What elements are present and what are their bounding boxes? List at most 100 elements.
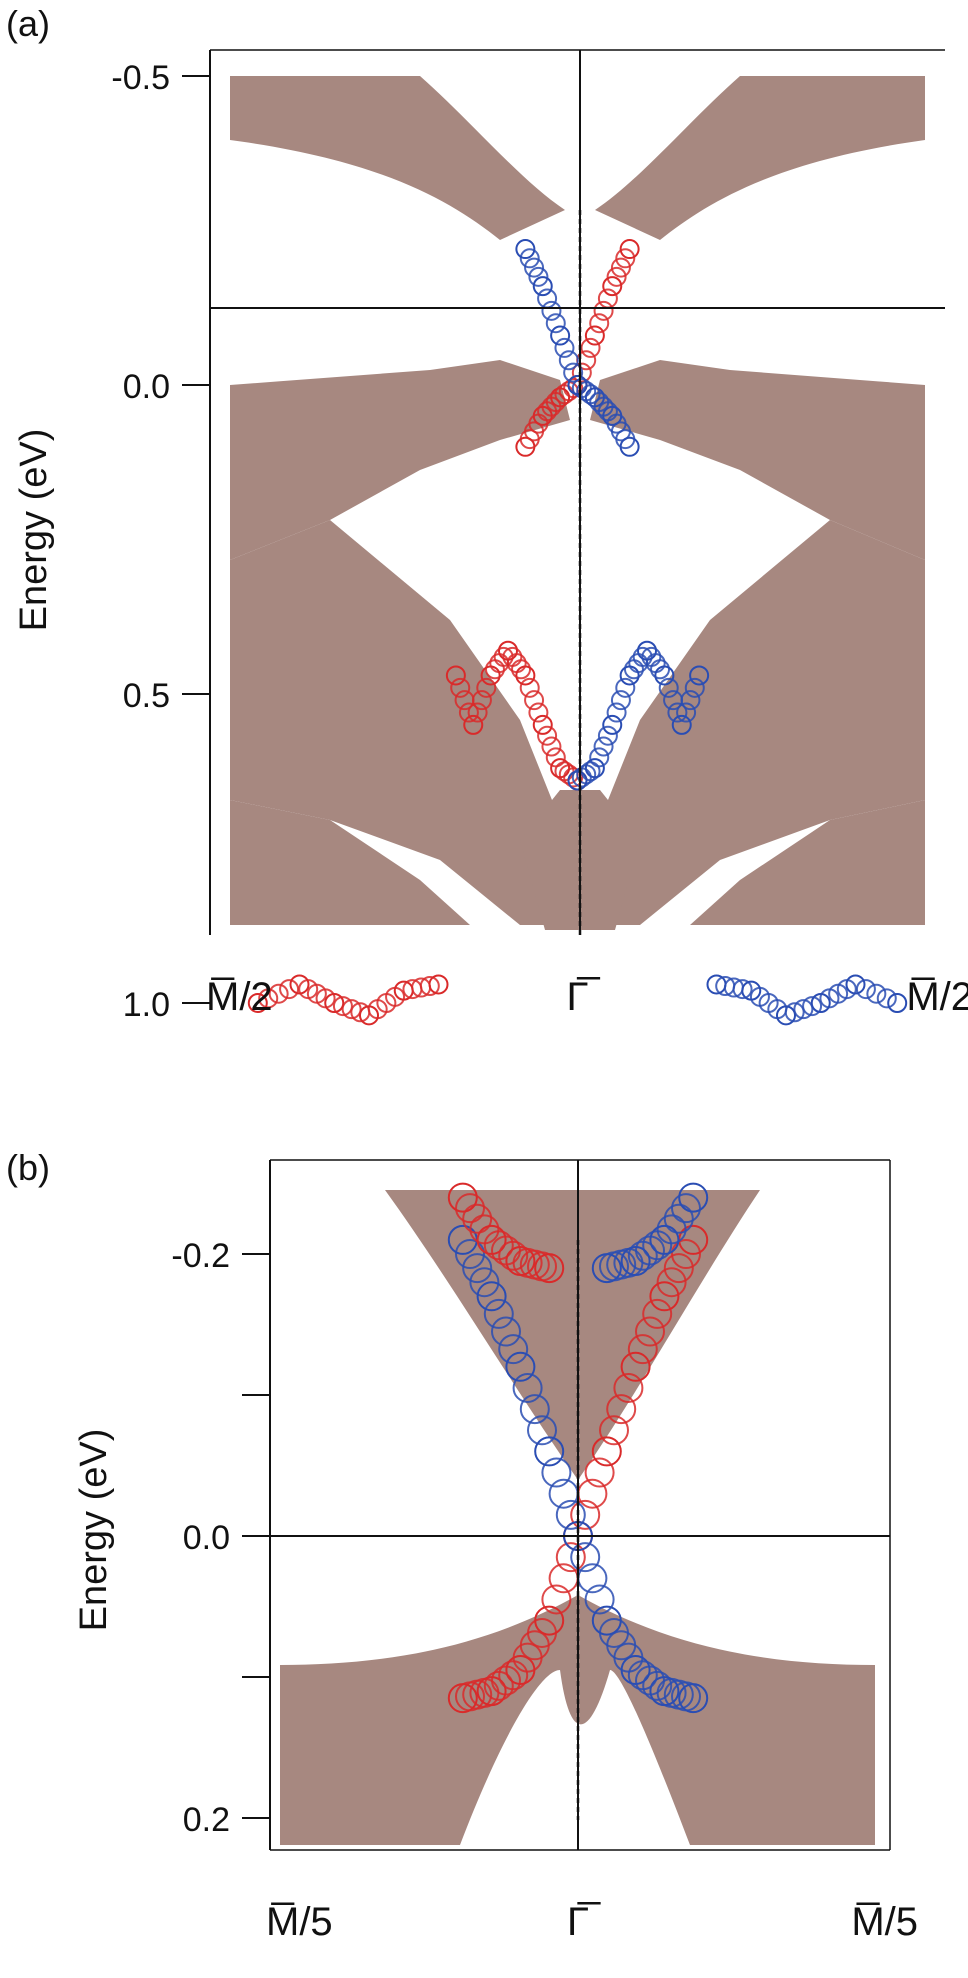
- spin-band-point: [541, 736, 562, 757]
- spin-band-point: [620, 1351, 651, 1382]
- spin-band-point: [599, 1415, 629, 1446]
- y-tick-label: 0.0: [183, 1519, 230, 1557]
- spin-band-point: [519, 248, 540, 269]
- spin-band-point: [483, 1298, 514, 1329]
- spin-band-point: [570, 1499, 601, 1530]
- spin-band-point: [667, 702, 688, 723]
- band-a-deep-right: [690, 800, 925, 925]
- panel-b-spin-bands: [447, 1182, 709, 1714]
- band-a-lower-right: [585, 520, 925, 925]
- spin-band-point: [476, 677, 497, 698]
- spin-band-point: [447, 1182, 478, 1213]
- spin-band-point: [512, 1372, 543, 1403]
- spin-band-point: [602, 714, 623, 735]
- band-a-lower-left: [230, 520, 575, 925]
- spin-band-point: [469, 1267, 500, 1298]
- spin-band-point: [570, 1542, 601, 1573]
- panel-b-axes: [269, 1159, 891, 1851]
- spin-band-point: [732, 979, 753, 1000]
- band-a-valence-right: [590, 360, 925, 560]
- spin-band-point: [428, 974, 449, 995]
- spin-band-point: [341, 999, 362, 1020]
- spin-band-point: [537, 725, 558, 746]
- spin-band-point: [793, 999, 814, 1020]
- spin-band-point: [887, 993, 908, 1013]
- spin-band-point: [524, 690, 545, 711]
- spin-band-point: [463, 714, 484, 735]
- panel-b-y-ticks: -0.2 0.0 0.2: [171, 1237, 270, 1839]
- spin-band-point: [676, 702, 697, 723]
- spin-band-point: [584, 758, 605, 779]
- spin-band-point: [658, 677, 679, 698]
- spin-band-point: [519, 677, 540, 698]
- spin-band-point: [445, 665, 466, 686]
- spin-band-point: [606, 266, 627, 287]
- panel-a-y-label: Energy (eV): [13, 429, 55, 632]
- spin-band-point: [534, 1605, 565, 1636]
- spin-band-point: [515, 239, 536, 260]
- spin-band-point: [632, 646, 653, 667]
- spin-band-point: [855, 979, 876, 1000]
- spin-band-point: [545, 747, 566, 768]
- spin-band-point: [649, 1281, 680, 1312]
- x-tick-label: M̅/5: [266, 1900, 333, 1944]
- spin-band-point: [580, 337, 601, 358]
- spin-band-point: [550, 325, 571, 346]
- spin-band-point: [671, 1239, 701, 1269]
- spin-band-point: [684, 677, 705, 698]
- spin-band-point: [678, 1683, 709, 1714]
- spin-band-point: [498, 1240, 529, 1271]
- spin-band-point: [484, 659, 505, 680]
- spin-band-point: [642, 1670, 673, 1701]
- panel-a-spin-bands: [247, 239, 908, 1026]
- spin-band-point: [602, 276, 623, 297]
- spin-band-point: [511, 659, 532, 680]
- spin-band-point: [541, 1457, 572, 1488]
- band-a-upper-right: [595, 76, 925, 240]
- spin-band-point: [555, 1499, 586, 1530]
- spin-band-point: [776, 1005, 796, 1026]
- spin-band-point: [584, 325, 605, 346]
- spin-band-point: [324, 993, 345, 1013]
- spin-band-point: [623, 659, 644, 680]
- spin-band-point: [534, 1253, 565, 1284]
- spin-band-point: [845, 974, 866, 995]
- spin-band-point: [450, 677, 471, 698]
- spin-band-point: [505, 1351, 536, 1382]
- spin-band-point: [876, 988, 897, 1009]
- spin-band-point: [563, 378, 584, 399]
- band-b-cone: [385, 1190, 760, 1480]
- spin-band-point: [532, 714, 553, 735]
- x-tick-label: M̅/2: [906, 975, 968, 1019]
- spin-band-point: [680, 690, 701, 711]
- spin-band-point: [537, 288, 558, 309]
- spin-band-point: [247, 993, 268, 1013]
- x-tick-label: M̅/2: [206, 975, 273, 1019]
- spin-band-point: [615, 677, 636, 698]
- spin-band-point: [545, 313, 566, 334]
- spin-band-point: [656, 1267, 687, 1298]
- spin-band-point: [656, 1214, 687, 1245]
- spin-band-point: [635, 1316, 665, 1347]
- y-tick-label: 0.2: [183, 1801, 230, 1839]
- spin-band-point: [515, 665, 536, 686]
- spin-band-point: [619, 665, 640, 686]
- spin-band-point: [528, 266, 549, 287]
- y-tick-label: 0.5: [123, 677, 170, 715]
- spin-band-point: [455, 1239, 485, 1269]
- spin-band-point: [606, 1394, 637, 1425]
- spin-band-point: [613, 1372, 644, 1403]
- spin-band-point: [584, 1584, 615, 1615]
- spin-band-point: [527, 1415, 557, 1446]
- spin-band-point: [532, 276, 553, 297]
- spin-band-point: [571, 362, 592, 383]
- spin-band-point: [498, 640, 518, 661]
- spin-band-point: [615, 248, 636, 269]
- band-a-deep-left: [230, 800, 470, 925]
- spin-band-point: [678, 1182, 709, 1213]
- spin-band-point: [462, 1203, 493, 1234]
- spin-band-point: [593, 736, 614, 757]
- spin-band-point: [563, 362, 584, 383]
- spin-band-point: [491, 1316, 521, 1347]
- spin-band-point: [554, 337, 575, 358]
